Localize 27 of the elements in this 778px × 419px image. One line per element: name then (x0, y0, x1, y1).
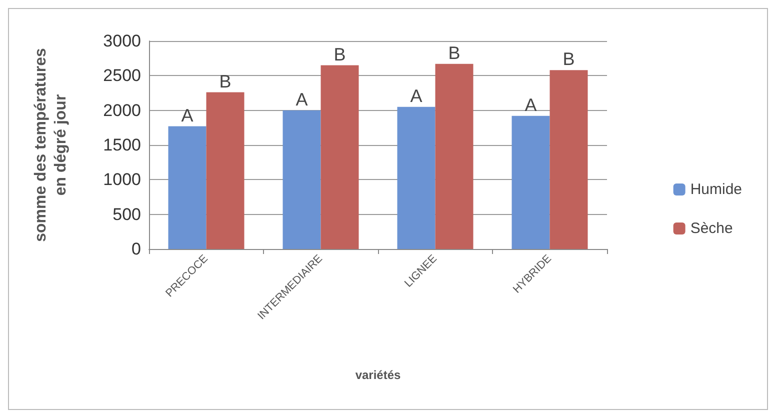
data-label: B (562, 49, 575, 70)
legend-label: Sèche (690, 220, 733, 237)
data-label: B (219, 71, 232, 92)
y-tick-label: 1500 (103, 136, 141, 154)
bar (168, 126, 206, 249)
y-tick-label: 500 (112, 204, 141, 224)
y-tick-label: 2000 (103, 100, 141, 120)
bar (320, 65, 359, 249)
legend-label: Humide (690, 181, 742, 198)
data-label: A (410, 86, 422, 106)
y-tick-label: 2500 (103, 66, 141, 86)
data-label: B (448, 42, 460, 63)
y-tick-label: 1000 (103, 170, 141, 190)
y-tick-label: 0 (132, 240, 141, 258)
data-label: A (181, 105, 194, 126)
data-label: A (524, 94, 537, 115)
y-tick-label: 3000 (103, 32, 141, 50)
bar (397, 106, 436, 249)
bar (282, 110, 321, 249)
data-label: B (334, 44, 346, 64)
bar (512, 116, 550, 249)
y-axis-title: somme des températures en dégré jour (32, 48, 70, 242)
bar (435, 64, 474, 249)
bar (550, 70, 588, 249)
bar (206, 92, 244, 249)
data-label: A (296, 89, 308, 110)
x-axis-title: variétés (355, 368, 402, 382)
